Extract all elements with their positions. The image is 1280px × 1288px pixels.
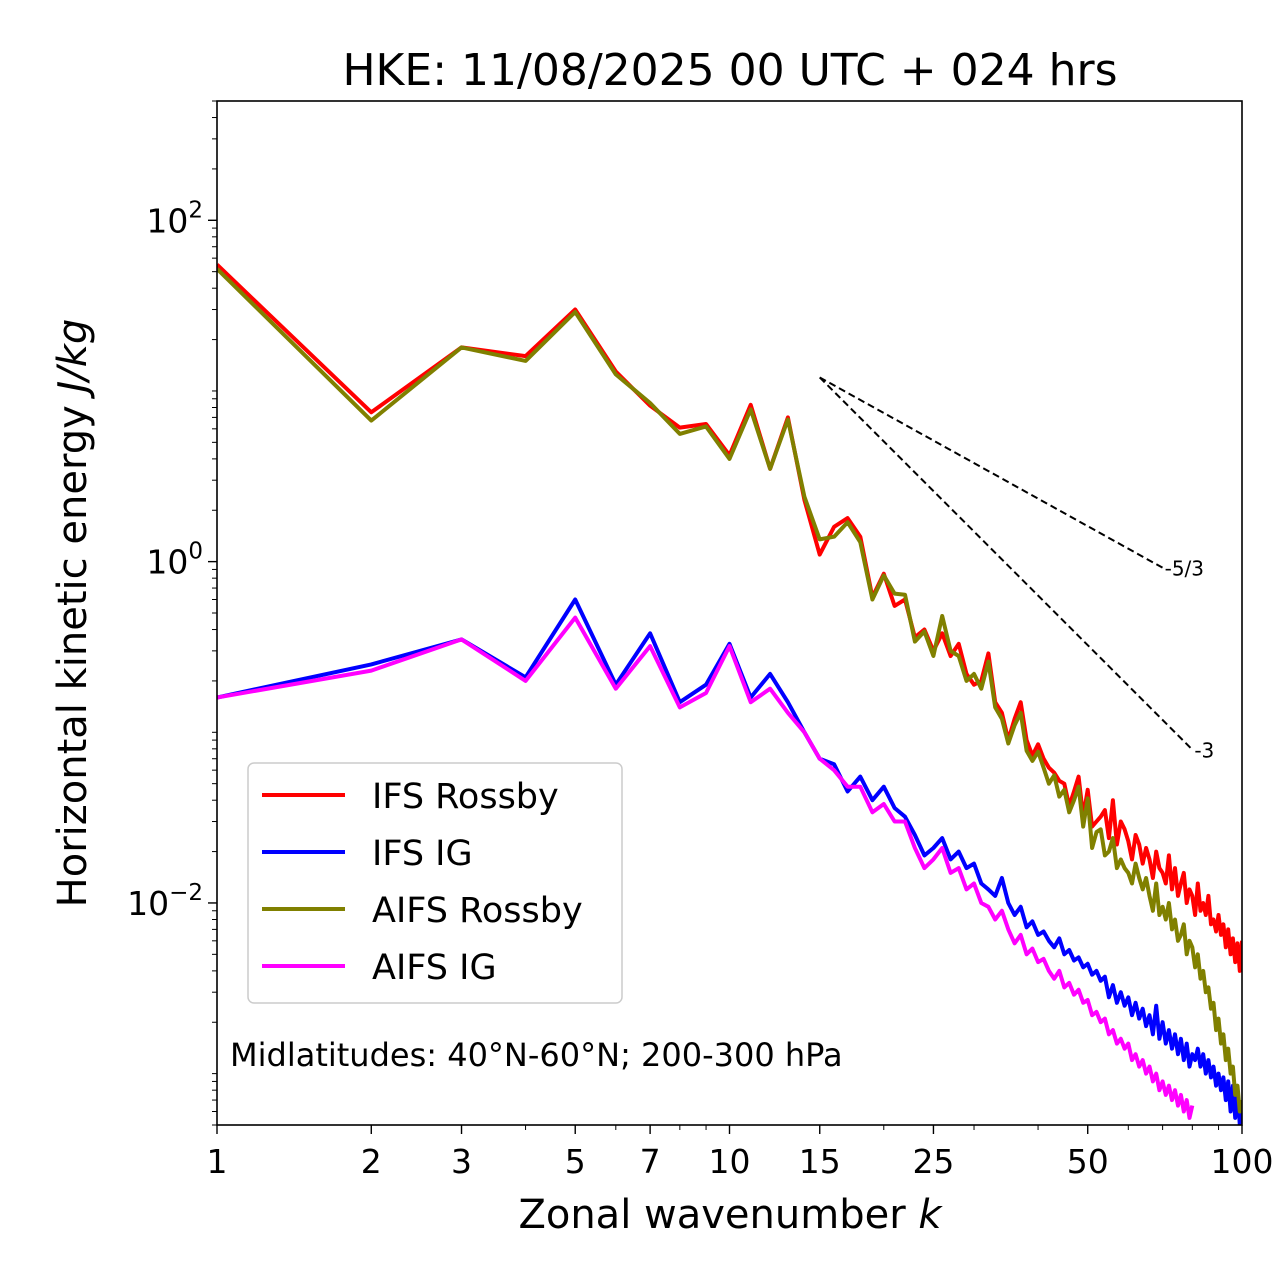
y-tick-label-base: 10 xyxy=(146,543,188,582)
region-annotation: Midlatitudes: 40°N-60°N; 200-300 hPa xyxy=(230,1036,843,1074)
y-axis-label-units: J/kg xyxy=(50,319,96,400)
legend-label: AIFS IG xyxy=(372,948,497,988)
x-axis-label-variable: k xyxy=(918,1192,943,1238)
y-axis-label: Horizontal kinetic energy J/kg xyxy=(50,319,96,908)
x-tick-label: 2 xyxy=(361,1142,382,1181)
series-line-aifs-rossby xyxy=(217,267,1242,1114)
x-tick-label: 100 xyxy=(1211,1142,1274,1181)
y-tick-label-base: 10 xyxy=(127,884,169,923)
slope-label: -5/3 xyxy=(1165,557,1204,581)
y-tick-label: 102 xyxy=(146,197,203,240)
x-tick-label: 50 xyxy=(1067,1142,1109,1181)
y-tick-label: 10−2 xyxy=(127,880,203,923)
chart-title: HKE: 11/08/2025 00 UTC + 024 hrs xyxy=(342,45,1117,96)
legend-label: AIFS Rossby xyxy=(372,891,583,931)
y-tick-label-exponent: 2 xyxy=(188,197,203,223)
x-tick-label: 25 xyxy=(912,1142,954,1181)
x-tick-label: 3 xyxy=(451,1142,472,1181)
series-line-aifs-ig xyxy=(217,615,1195,1120)
x-tick-label: 10 xyxy=(709,1142,751,1181)
legend-box xyxy=(247,762,623,1004)
legend-label: IFS Rossby xyxy=(372,777,559,817)
x-tick-label: 5 xyxy=(565,1142,586,1181)
y-tick-label-exponent: 0 xyxy=(188,539,203,565)
reference-slopes: -5/3 -3 xyxy=(819,376,1214,763)
x-tick-label: 1 xyxy=(207,1142,228,1181)
series-line-ifs-ig xyxy=(217,597,1242,1125)
plot-frame xyxy=(216,100,1243,1126)
y-axis-label-text: Horizontal kinetic energy xyxy=(50,393,96,908)
x-axis-label-text: Zonal wavenumber xyxy=(518,1192,918,1238)
y-tick-label-exponent: −2 xyxy=(169,880,203,906)
x-axis-label: Zonal wavenumber k xyxy=(518,1192,943,1238)
data-series xyxy=(217,263,1242,1125)
legend-label: IFS IG xyxy=(372,834,473,874)
y-tick-label-base: 10 xyxy=(146,201,188,240)
slope-label: -3 xyxy=(1194,739,1214,763)
legend: IFS Rossby IFS IG AIFS Rossby AIFS IG xyxy=(247,762,623,1004)
x-tick-label: 15 xyxy=(799,1142,841,1181)
legend-entries: IFS Rossby IFS IG AIFS Rossby AIFS IG xyxy=(262,777,583,988)
x-tick-label: 7 xyxy=(640,1142,661,1181)
slope-line-minus-five-thirds xyxy=(819,376,1164,569)
slope-line-minus-three xyxy=(819,376,1194,751)
y-tick-label: 100 xyxy=(146,539,203,582)
